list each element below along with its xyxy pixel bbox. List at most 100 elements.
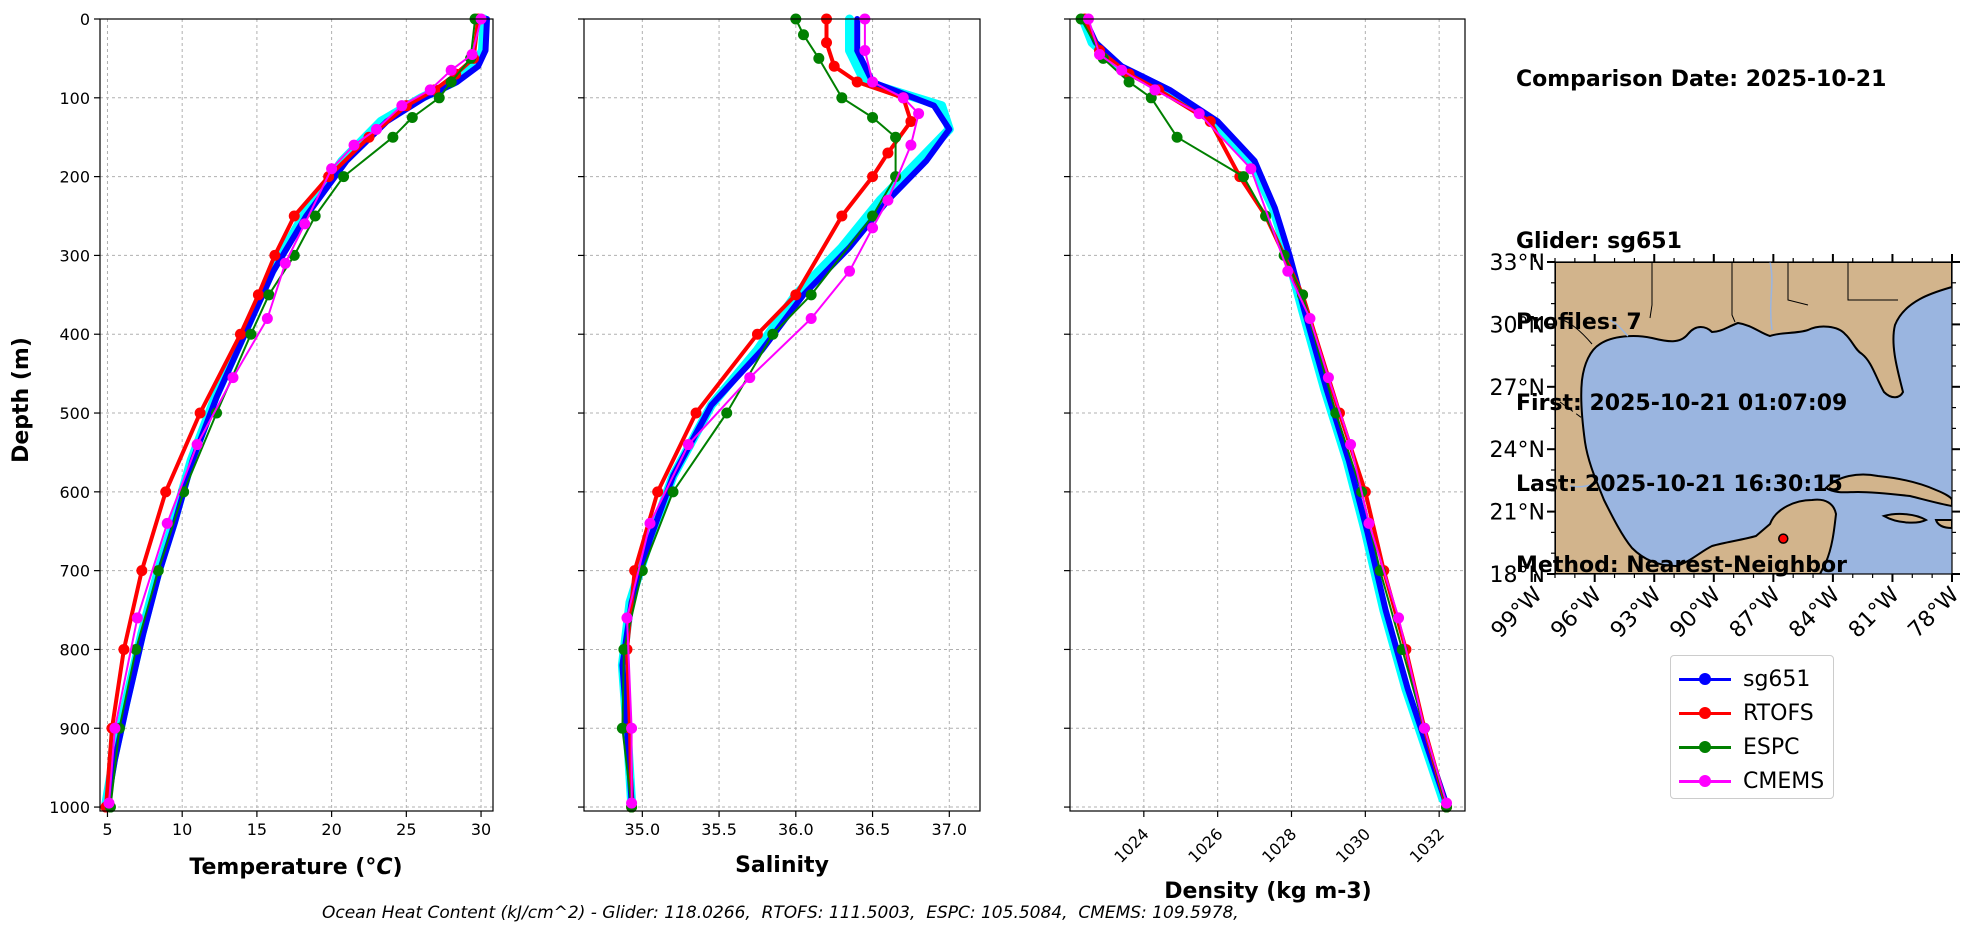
- data-point-cmems: [1304, 312, 1316, 324]
- data-point-espc: [616, 722, 628, 734]
- salinity-panel: 35.0 35.5 36.0 36.5 37.0 Salinity: [578, 13, 981, 878]
- temperature-axes-frame: [99, 18, 494, 812]
- salinity-axes-frame: [583, 18, 981, 812]
- density-panel: 1024 1026 1028 1030 1032 Density (kg m-3): [1064, 13, 1466, 904]
- info-first: First: 2025-10-21 01:07:09: [1516, 391, 1848, 416]
- data-point-cmems: [326, 163, 338, 175]
- map-lon-label: 78°W: [1904, 582, 1965, 643]
- data-point-cmems: [621, 612, 633, 624]
- info-profiles: Profiles: 7: [1516, 310, 1642, 335]
- x-tick-label: 1024: [1110, 824, 1152, 866]
- x-tick-label: 1028: [1258, 824, 1300, 866]
- map-state-borders: [1557, 262, 1898, 419]
- data-point-rtofs: [1204, 115, 1216, 127]
- data-point-espc: [387, 131, 399, 143]
- density-grid: [1070, 18, 1465, 811]
- data-point-cmems: [227, 372, 239, 384]
- salinity-grid: [584, 18, 980, 811]
- comparison-info: Comparison Date: 2025-10-21 Glider: sg65…: [1516, 12, 1886, 606]
- x-tick-label: 37.0: [931, 820, 967, 839]
- y-tick-label: 500: [59, 404, 90, 423]
- data-point-rtofs: [234, 328, 246, 340]
- data-point-espc: [433, 92, 445, 104]
- density-ticks: 1024 1026 1028 1030 1032: [1064, 18, 1448, 867]
- series-line-cmems: [1087, 18, 1448, 805]
- y-tick-label: 300: [59, 246, 90, 265]
- series-line-rtofs: [1082, 17, 1449, 810]
- legend-label-espc: ESPC: [1743, 734, 1800, 760]
- map-lat-label: 24°N: [1490, 438, 1545, 463]
- data-point-rtofs: [160, 486, 172, 498]
- data-point-espc: [406, 112, 418, 124]
- data-point-cmems: [424, 84, 436, 96]
- depth-axis-label: Depth (m): [9, 337, 34, 463]
- x-tick-label: 35.5: [701, 820, 737, 839]
- map-glider-marker: [1778, 533, 1789, 544]
- data-point-rtofs: [882, 147, 894, 159]
- y-tick-label: 600: [59, 483, 90, 502]
- data-point-cmems: [299, 218, 311, 230]
- data-point-cmems: [867, 222, 879, 234]
- data-point-espc: [263, 289, 275, 301]
- data-point-espc: [445, 76, 457, 88]
- data-point-cmems: [913, 108, 925, 120]
- info-comparison-date: Comparison Date: 2025-10-21: [1516, 67, 1887, 92]
- x-tick-label: 1032: [1406, 824, 1448, 866]
- data-point-cmems: [1193, 108, 1205, 120]
- legend-swatch-espc: [1679, 737, 1731, 757]
- temperature-grid: [100, 18, 493, 811]
- x-tick-label: 36.5: [855, 820, 891, 839]
- data-point-cmems: [445, 64, 457, 76]
- data-point-rtofs: [363, 131, 375, 143]
- data-point-cmems: [1322, 372, 1334, 384]
- y-tick-label: 800: [59, 640, 90, 659]
- data-point-espc: [867, 112, 879, 124]
- map-lat-label: 30°N: [1490, 313, 1545, 338]
- data-point-espc: [667, 486, 679, 498]
- data-point-cmems: [161, 517, 173, 529]
- data-point-espc: [721, 407, 733, 419]
- map-lat-label: 21°N: [1490, 501, 1545, 526]
- map-land-north-america: [1555, 262, 1952, 574]
- map-land-cuba: [1824, 473, 1952, 508]
- ocean-heat-content-footer: Ocean Heat Content (kJ/cm^2) - Glider: 1…: [322, 903, 1239, 923]
- data-point-cmems: [1441, 797, 1453, 809]
- data-point-cmems: [882, 194, 894, 206]
- legend-item-rtofs: RTOFS: [1679, 696, 1825, 730]
- x-tick-label: 1026: [1184, 824, 1226, 866]
- data-point-cmems: [466, 48, 478, 60]
- series-line-cmems: [626, 18, 920, 805]
- data-point-rtofs: [790, 289, 802, 301]
- data-point-cmems: [897, 92, 909, 104]
- data-point-cmems: [1363, 517, 1375, 529]
- data-point-espc: [1171, 131, 1183, 143]
- data-point-cmems: [1245, 163, 1257, 175]
- data-point-cmems: [1149, 84, 1161, 96]
- series-line-sg651: [1081, 16, 1448, 803]
- data-point-rtofs: [751, 328, 763, 340]
- x-tick-label: 1030: [1332, 824, 1374, 866]
- y-tick-label: 400: [59, 325, 90, 344]
- series-line-espc: [621, 18, 897, 809]
- data-point-espc: [805, 289, 817, 301]
- data-point-cmems: [1116, 64, 1128, 76]
- data-point-cmems: [744, 372, 756, 384]
- y-tick-label: 0: [80, 10, 90, 29]
- legend-label-rtofs: RTOFS: [1743, 700, 1814, 726]
- data-point-rtofs: [836, 210, 848, 222]
- data-point-cmems: [905, 139, 917, 151]
- data-point-cmems: [644, 517, 656, 529]
- data-point-rtofs: [136, 565, 148, 577]
- x-tick-label: 25: [396, 820, 416, 839]
- map-land-islands: [1881, 512, 1952, 530]
- data-point-cmems: [1418, 722, 1430, 734]
- legend-item-espc: ESPC: [1679, 730, 1825, 764]
- data-point-cmems: [109, 722, 121, 734]
- y-tick-label: 1000: [49, 798, 90, 817]
- data-point-rtofs: [690, 407, 702, 419]
- data-point-cmems: [1393, 612, 1405, 624]
- data-point-cmems: [626, 797, 638, 809]
- legend: sg651 RTOFS ESPC CMEMS: [1670, 655, 1834, 799]
- map-rivers: [1569, 262, 1773, 488]
